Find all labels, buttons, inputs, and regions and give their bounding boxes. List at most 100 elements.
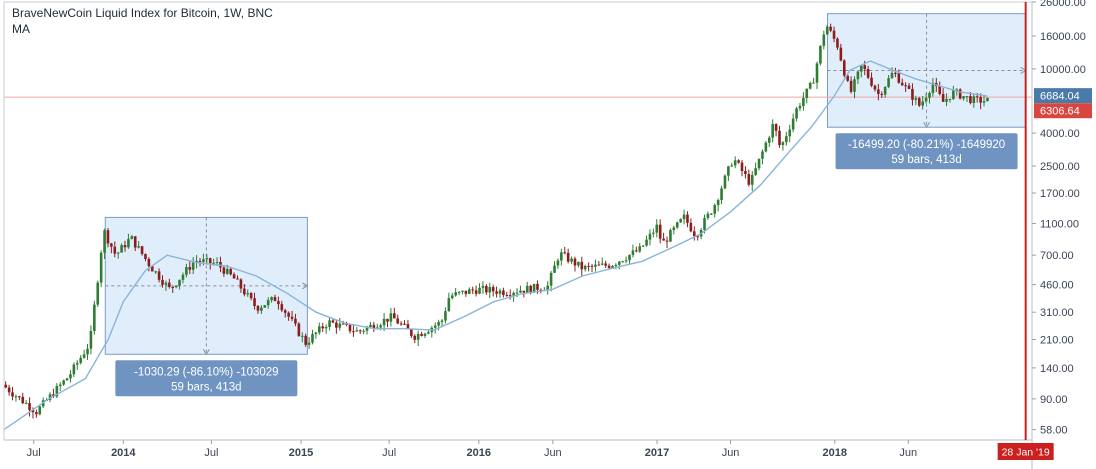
- candle-body[interactable]: [229, 268, 232, 275]
- candle-body[interactable]: [69, 374, 72, 379]
- candle-body[interactable]: [14, 396, 18, 398]
- candle-body[interactable]: [655, 224, 659, 233]
- candle-body[interactable]: [652, 232, 655, 234]
- candle-body[interactable]: [18, 396, 21, 398]
- candle-body[interactable]: [212, 262, 215, 264]
- candle-body[interactable]: [324, 326, 328, 329]
- candle-body[interactable]: [866, 69, 870, 78]
- candle-body[interactable]: [433, 325, 437, 328]
- candle-body[interactable]: [747, 173, 751, 185]
- candle-body[interactable]: [273, 297, 277, 302]
- candle-body[interactable]: [962, 96, 965, 99]
- candle-body[interactable]: [188, 267, 192, 270]
- candle-body[interactable]: [805, 88, 809, 98]
- candle-body[interactable]: [225, 268, 229, 274]
- candle-body[interactable]: [941, 93, 945, 102]
- candle-body[interactable]: [260, 307, 263, 311]
- candle-body[interactable]: [178, 279, 181, 286]
- candle-body[interactable]: [771, 124, 774, 138]
- candle-body[interactable]: [675, 222, 679, 228]
- candle-body[interactable]: [437, 321, 440, 326]
- candle-body[interactable]: [638, 246, 642, 252]
- candle-body[interactable]: [154, 271, 157, 273]
- candle-body[interactable]: [948, 98, 952, 100]
- candle-body[interactable]: [478, 287, 481, 294]
- candle-body[interactable]: [311, 334, 314, 343]
- candle-body[interactable]: [754, 168, 757, 175]
- candle-body[interactable]: [491, 287, 495, 292]
- candle-body[interactable]: [546, 285, 550, 291]
- candle-body[interactable]: [757, 158, 761, 169]
- candle-body[interactable]: [577, 261, 580, 266]
- candle-body[interactable]: [495, 291, 498, 294]
- candle-body[interactable]: [566, 252, 570, 262]
- candle-body[interactable]: [525, 285, 529, 293]
- candle-body[interactable]: [887, 78, 890, 88]
- candle-body[interactable]: [505, 295, 509, 297]
- candle-body[interactable]: [975, 96, 979, 98]
- candle-body[interactable]: [410, 329, 413, 336]
- candle-body[interactable]: [280, 304, 284, 311]
- candle-body[interactable]: [396, 318, 400, 324]
- candle-body[interactable]: [730, 165, 734, 167]
- candle-body[interactable]: [614, 264, 618, 266]
- candle-body[interactable]: [733, 160, 737, 166]
- candle-body[interactable]: [389, 313, 393, 322]
- candle-body[interactable]: [723, 175, 727, 189]
- candle-body[interactable]: [300, 335, 304, 337]
- candle-body[interactable]: [171, 286, 175, 288]
- candle-body[interactable]: [590, 265, 594, 267]
- candle-body[interactable]: [266, 300, 270, 306]
- candle-body[interactable]: [393, 313, 396, 319]
- candle-body[interactable]: [958, 89, 962, 99]
- candle-body[interactable]: [938, 86, 942, 94]
- candle-body[interactable]: [113, 246, 117, 254]
- candle-body[interactable]: [549, 272, 553, 286]
- candle-body[interactable]: [624, 260, 628, 262]
- candle-body[interactable]: [641, 245, 645, 247]
- candle-body[interactable]: [600, 263, 604, 265]
- candle-body[interactable]: [352, 331, 355, 333]
- candle-body[interactable]: [532, 283, 536, 293]
- candle-body[interactable]: [35, 412, 38, 415]
- candle-body[interactable]: [617, 261, 621, 265]
- candle-body[interactable]: [706, 213, 710, 219]
- candle-body[interactable]: [662, 238, 665, 241]
- candle-body[interactable]: [321, 326, 325, 329]
- candle-body[interactable]: [335, 322, 338, 328]
- candle-body[interactable]: [120, 245, 123, 253]
- candle-body[interactable]: [147, 258, 151, 267]
- candle-body[interactable]: [849, 80, 853, 92]
- candle-body[interactable]: [96, 282, 100, 305]
- candle-body[interactable]: [502, 290, 505, 296]
- candle-body[interactable]: [883, 87, 887, 95]
- candle-body[interactable]: [750, 174, 754, 185]
- candle-body[interactable]: [560, 252, 563, 261]
- candle-body[interactable]: [863, 65, 867, 70]
- candle-body[interactable]: [839, 47, 843, 61]
- candle-body[interactable]: [304, 335, 307, 345]
- candle-body[interactable]: [413, 335, 417, 340]
- candle-body[interactable]: [604, 263, 607, 266]
- candle-body[interactable]: [519, 290, 522, 293]
- candle-body[interactable]: [979, 97, 982, 103]
- candle-body[interactable]: [485, 285, 488, 293]
- candle-body[interactable]: [897, 73, 901, 83]
- candle-body[interactable]: [982, 101, 986, 103]
- candle-body[interactable]: [563, 252, 567, 254]
- candle-body[interactable]: [672, 227, 676, 231]
- candle-body[interactable]: [297, 323, 301, 336]
- candle-body[interactable]: [471, 289, 475, 291]
- candle-body[interactable]: [808, 82, 812, 89]
- candle-body[interactable]: [24, 403, 28, 405]
- candle-body[interactable]: [249, 293, 253, 299]
- candle-body[interactable]: [355, 330, 359, 332]
- candle-body[interactable]: [318, 326, 321, 333]
- candle-body[interactable]: [631, 250, 635, 255]
- candle-body[interactable]: [597, 264, 601, 266]
- candle-body[interactable]: [65, 378, 69, 381]
- candle-body[interactable]: [239, 279, 243, 289]
- candle-body[interactable]: [406, 324, 410, 330]
- candle-body[interactable]: [4, 384, 8, 388]
